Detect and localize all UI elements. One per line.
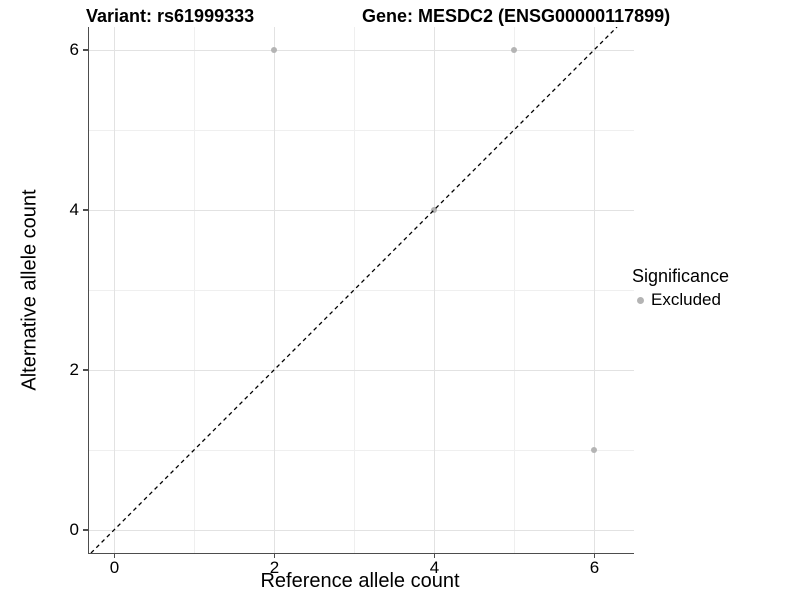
y-tick-label: 2 (69, 360, 79, 379)
x-tick-label: 0 (109, 558, 120, 577)
legend-item-label: Excluded (651, 290, 721, 309)
grid-line-minor-h (89, 129, 634, 131)
grid-line-major-h (89, 209, 634, 211)
legend: Significance Excluded (632, 266, 729, 310)
grid-line-major-v (113, 27, 115, 553)
x-tick-mark (273, 553, 276, 558)
grid-line-major-h (89, 529, 634, 531)
x-tick-label: 2 (269, 558, 280, 577)
x-tick-mark (593, 553, 596, 558)
x-tick-label: 6 (589, 558, 600, 577)
x-tick-mark (113, 553, 116, 558)
legend-title: Significance (632, 266, 730, 286)
data-point (431, 207, 437, 213)
grid-line-major-v (433, 27, 435, 553)
y-tick-mark (83, 529, 88, 531)
data-point (591, 447, 597, 453)
x-tick-mark (433, 553, 436, 558)
y-tick-mark (83, 369, 88, 371)
data-point (271, 47, 277, 53)
y-tick-label: 0 (69, 520, 79, 539)
grid-line-major-v (593, 27, 595, 553)
identity-dashed-line (90, 27, 618, 553)
legend-item-excluded: Excluded (637, 290, 729, 310)
plot-title-variant: Variant: rs61999333 (86, 6, 255, 26)
y-tick-mark (83, 209, 88, 211)
grid-line-major-h (89, 369, 634, 371)
plot-panel (88, 27, 634, 554)
data-point (511, 47, 517, 53)
legend-key-dot (637, 296, 644, 304)
y-tick-label: 6 (69, 40, 79, 59)
grid-line-minor-h (89, 449, 634, 451)
y-tick-mark (83, 49, 88, 51)
y-axis-title: Alternative allele count (18, 189, 41, 391)
grid-line-minor-h (89, 289, 634, 291)
grid-line-major-v (273, 27, 275, 553)
x-tick-label: 4 (429, 558, 440, 577)
x-axis-title: Reference allele count (260, 570, 460, 592)
plot-title-gene: Gene: MESDC2 (ENSG00000117899) (362, 6, 671, 26)
grid-line-major-h (89, 49, 634, 51)
y-tick-label: 4 (69, 200, 79, 219)
